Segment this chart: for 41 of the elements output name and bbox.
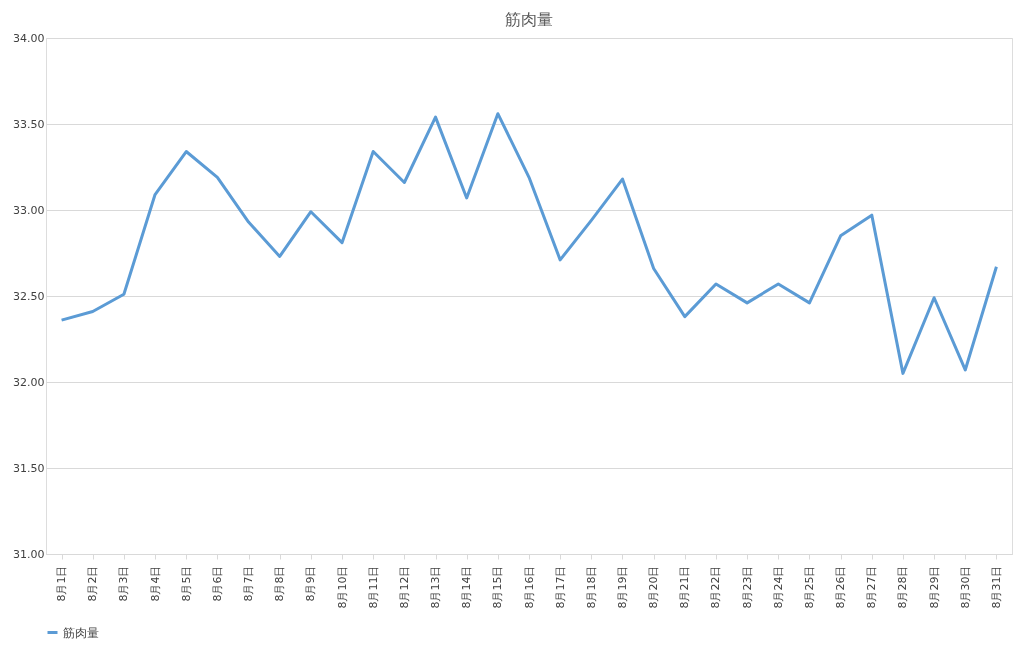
x-tick-label: 8月12日 bbox=[397, 565, 411, 609]
x-tick-label: 8月10日 bbox=[335, 565, 349, 609]
y-tick-label: 33.00 bbox=[13, 203, 45, 217]
x-tick-label: 8月13日 bbox=[429, 565, 443, 609]
x-tick-label: 8月14日 bbox=[460, 565, 474, 609]
y-tick-label: 32.50 bbox=[13, 289, 45, 303]
x-tick-label: 8月31日 bbox=[989, 565, 1003, 609]
x-tick-label: 8月16日 bbox=[522, 565, 536, 609]
x-tick-label: 8月4日 bbox=[148, 565, 162, 602]
x-tick-label: 8月1日 bbox=[55, 565, 69, 602]
x-tick-label: 8月29日 bbox=[927, 565, 941, 609]
x-tick-label: 8月9日 bbox=[304, 565, 318, 602]
x-tick-label: 8月8日 bbox=[273, 565, 287, 602]
y-tick-label: 31.00 bbox=[13, 547, 45, 561]
x-tick-label: 8月6日 bbox=[210, 565, 224, 602]
y-tick-label: 33.50 bbox=[13, 117, 45, 131]
x-tick-label: 8月19日 bbox=[615, 565, 629, 609]
x-tick-label: 8月22日 bbox=[709, 565, 723, 609]
x-tick-label: 8月15日 bbox=[491, 565, 505, 609]
x-tick-label: 8月7日 bbox=[242, 565, 256, 602]
x-tick-label: 8月23日 bbox=[740, 565, 754, 609]
x-tick-label: 8月26日 bbox=[834, 565, 848, 609]
x-tick-label: 8月21日 bbox=[678, 565, 692, 609]
x-tick-label: 8月11日 bbox=[366, 565, 380, 609]
x-tick-label: 8月20日 bbox=[647, 565, 661, 609]
y-tick-label: 34.00 bbox=[13, 31, 45, 45]
x-tick-label: 8月28日 bbox=[896, 565, 910, 609]
chart-title: 筋肉量 bbox=[505, 10, 553, 29]
x-tick-label: 8月24日 bbox=[771, 565, 785, 609]
x-tick-label: 8月5日 bbox=[179, 565, 193, 602]
x-tick-label: 8月18日 bbox=[584, 565, 598, 609]
x-tick-label: 8月25日 bbox=[802, 565, 816, 609]
x-tick-label: 8月27日 bbox=[865, 565, 879, 609]
x-tick-label: 8月3日 bbox=[117, 565, 131, 602]
x-tick-label: 8月2日 bbox=[86, 565, 100, 602]
x-tick-label: 8月30日 bbox=[958, 565, 972, 609]
x-tick-label: 8月17日 bbox=[553, 565, 567, 609]
legend-label: 筋肉量 bbox=[63, 625, 99, 640]
y-tick-label: 31.50 bbox=[13, 461, 45, 475]
y-tick-label: 32.00 bbox=[13, 375, 45, 389]
line-series bbox=[60, 112, 998, 375]
